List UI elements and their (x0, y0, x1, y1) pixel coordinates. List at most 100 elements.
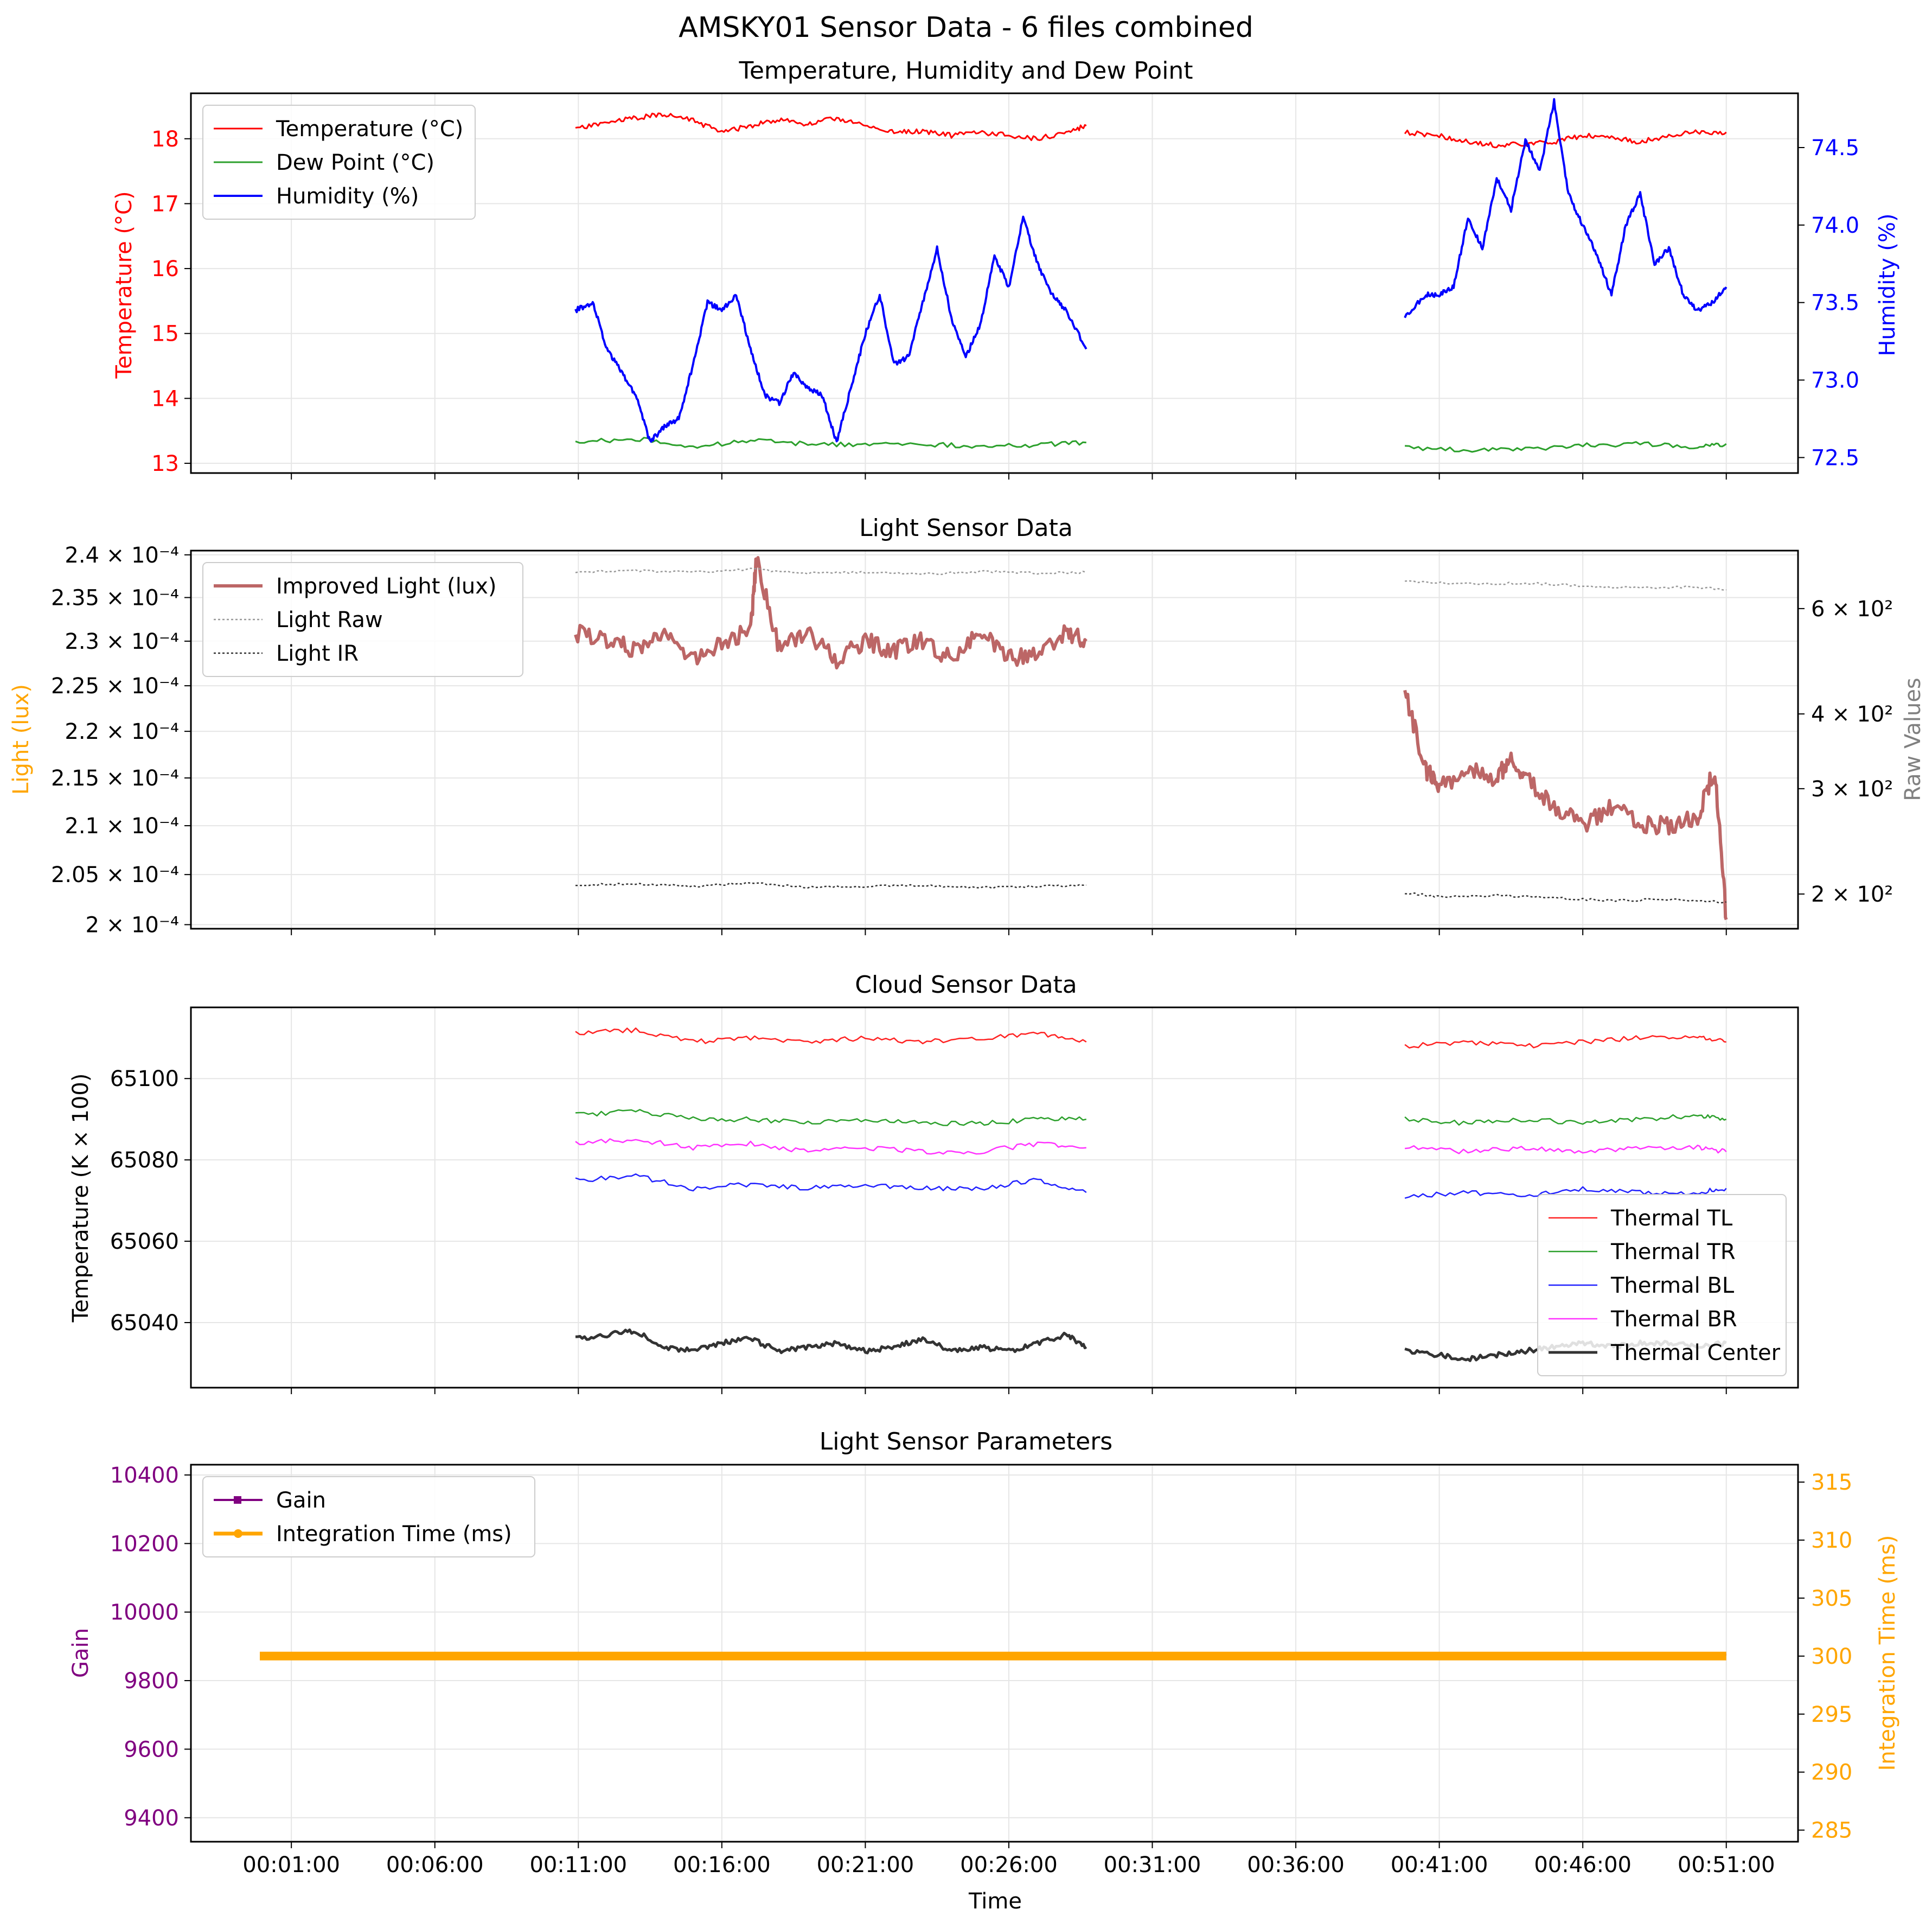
plot-frame (190, 1006, 1799, 1389)
legend-marker (234, 1529, 242, 1538)
y-tick-label: 65060 (110, 1229, 179, 1254)
legend-label: Integration Time (ms) (276, 1522, 512, 1547)
series-line-0-seg-1 (1403, 689, 1728, 921)
y-tick-label-right: 2 × 10² (1811, 882, 1893, 907)
y-tick-label: 15 (151, 322, 179, 347)
panel-temperature-humidity: Temperature, Humidity and Dew Point Temp… (112, 57, 1900, 480)
series-line-0-seg-0 (575, 1027, 1087, 1045)
x-tick-label: 00:11:00 (529, 1853, 627, 1878)
y-tick-label: 65040 (110, 1311, 179, 1336)
legend-label: Thermal Center (1610, 1340, 1781, 1365)
x-tick-label: 00:41:00 (1391, 1853, 1488, 1878)
grid (191, 93, 1798, 473)
x-ticks (291, 473, 1727, 480)
y-tick-label-right: 73.5 (1811, 291, 1859, 316)
x-axis-label: Time (968, 1889, 1022, 1914)
legend: Thermal TL Thermal TR Thermal BL Thermal BR… (1537, 1194, 1787, 1376)
legend: Temperature (°C) Dew Point (°C) Humidity (… (202, 105, 476, 220)
panel-title: Temperature, Humidity and Dew Point (738, 57, 1193, 85)
y-axis-label-left: Light (lux) (9, 684, 34, 795)
panel-title: Cloud Sensor Data (855, 971, 1077, 999)
legend-label: Temperature (°C) (276, 117, 463, 142)
x-tick-label: 00:51:00 (1678, 1853, 1775, 1878)
y-tick-label: 9800 (124, 1669, 179, 1694)
y-axis-label-right: Integration Time (ms) (1875, 1535, 1900, 1771)
series-line-1-seg-1 (1404, 1114, 1727, 1126)
y-axis-label-left: Gain (68, 1628, 93, 1678)
y-ticks-right: 72.5 73.0 73.5 74.0 74.5 (1798, 136, 1859, 470)
y-ticks-right: 2 × 10² 3 × 10² 4 × 10² 6 × 10² (1798, 597, 1893, 907)
x-ticks (291, 929, 1727, 935)
y-tick-label: 2.3 × 10⁻⁴ (65, 629, 179, 654)
panel-light-sensor: Light Sensor Data Light (lux) Raw Values… (9, 514, 1925, 938)
y-ticks-left: 65040 65060 65080 65100 (110, 1067, 191, 1336)
series-group (574, 98, 1728, 453)
grid (191, 1007, 1798, 1388)
x-tick-label: 00:46:00 (1534, 1853, 1632, 1878)
series-line-0-seg-1 (1404, 1035, 1726, 1049)
y-tick-label: 2.35 × 10⁻⁴ (51, 586, 179, 611)
y-axis-label-left: Temperature (°C) (112, 191, 137, 379)
y-ticks-left: 2 × 10⁻⁴ 2.05 × 10⁻⁴ 2.1 × 10⁻⁴ 2.15 × 10⁻⁴… (51, 543, 191, 938)
y-tick-label: 18 (151, 127, 179, 152)
series-group (574, 556, 1728, 921)
panel-cloud-sensor: Cloud Sensor Data Temperature (K × 100) … (68, 971, 1799, 1394)
series-line-1-seg-0 (575, 1109, 1087, 1126)
y-tick-label-right: 72.5 (1811, 445, 1859, 470)
y-tick-label-right: 310 (1811, 1528, 1852, 1553)
series-line-2-seg-0 (574, 215, 1087, 443)
y-tick-label-right: 74.0 (1811, 213, 1859, 238)
plot-frame (190, 1464, 1799, 1843)
y-tick-label: 10200 (110, 1531, 179, 1556)
legend-label: Thermal TL (1610, 1206, 1733, 1231)
y-axis-label-left: Temperature (K × 100) (68, 1074, 93, 1323)
series-line-0-seg-1 (1404, 129, 1727, 149)
y-tick-label: 2.2 × 10⁻⁴ (65, 719, 179, 744)
x-ticks (291, 1388, 1727, 1394)
legend-box (202, 105, 476, 220)
legend: Gain Integration Time (ms) (202, 1476, 535, 1557)
legend-marker (234, 1496, 241, 1504)
series-line-0-seg-0 (575, 112, 1087, 141)
series-line-0-seg-0 (574, 556, 1087, 670)
series-line-3-seg-0 (575, 1138, 1086, 1155)
y-tick-label-right: 300 (1811, 1644, 1852, 1669)
x-tick-label: 00:31:00 (1104, 1853, 1201, 1878)
x-tick-label: 00:21:00 (817, 1853, 914, 1878)
y-tick-label: 2.1 × 10⁻⁴ (65, 814, 179, 839)
legend-label: Light IR (276, 641, 359, 666)
legend-box (1537, 1194, 1787, 1376)
y-tick-label: 17 (151, 191, 179, 216)
y-tick-label-right: 315 (1811, 1470, 1852, 1495)
y-tick-label-right: 305 (1811, 1586, 1852, 1611)
series-line-2-seg-0 (575, 1173, 1087, 1193)
y-tick-label: 2.15 × 10⁻⁴ (51, 766, 179, 791)
series-line-1-seg-1 (1405, 441, 1727, 453)
legend-label: Thermal TR (1610, 1240, 1736, 1265)
x-tick-label: 00:36:00 (1247, 1853, 1345, 1878)
y-tick-label-right: 290 (1811, 1760, 1852, 1785)
series-line-2-seg-0 (575, 882, 1086, 889)
panel-title: Light Sensor Parameters (820, 1428, 1112, 1455)
series-line-1-seg-0 (575, 437, 1086, 449)
legend: Improved Light (lux) Light Raw Light IR (202, 562, 523, 677)
y-tick-label: 2.4 × 10⁻⁴ (65, 543, 179, 568)
legend-box (202, 562, 523, 677)
series-line-4-seg-0 (575, 1328, 1087, 1355)
y-tick-label: 65100 (110, 1067, 179, 1091)
legend-label: Gain (276, 1488, 326, 1513)
legend-label: Thermal BR (1610, 1307, 1737, 1332)
y-tick-label-right: 4 × 10² (1811, 702, 1893, 727)
legend-label: Dew Point (°C) (276, 150, 434, 175)
y-tick-label: 16 (151, 257, 179, 282)
series-line-1-seg-1 (1405, 580, 1726, 591)
y-axis-label-right: Raw Values (1901, 678, 1925, 801)
x-tick-label: 00:26:00 (960, 1853, 1058, 1878)
legend-label: Humidity (%) (276, 184, 419, 209)
y-tick-label: 10000 (110, 1600, 179, 1625)
y-tick-label: 65080 (110, 1148, 179, 1173)
y-tick-label: 14 (151, 386, 179, 411)
legend-label: Light Raw (276, 608, 383, 633)
plot-frame (190, 92, 1799, 474)
